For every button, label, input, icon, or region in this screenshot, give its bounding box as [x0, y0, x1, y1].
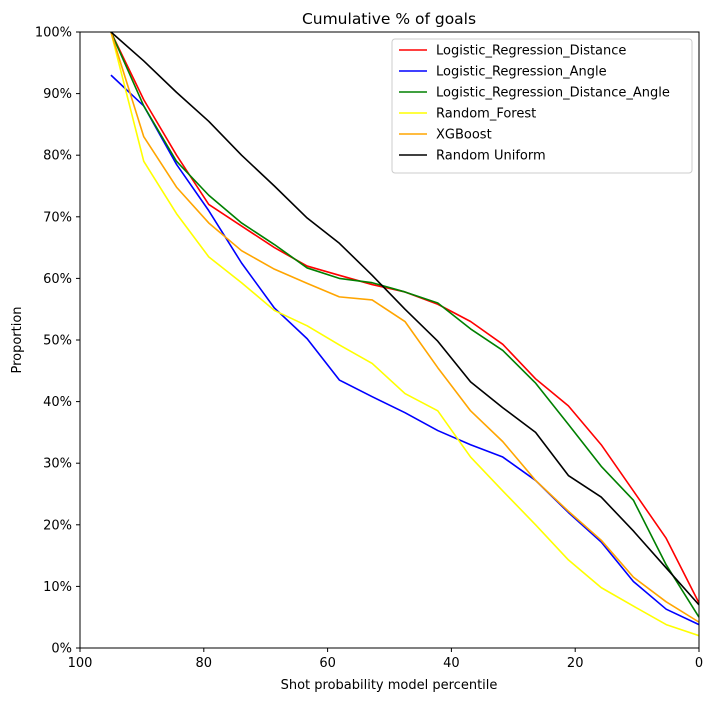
y-tick-label: 80%	[43, 149, 72, 164]
x-tick-label: 60	[319, 656, 336, 671]
legend-box	[391, 38, 693, 174]
y-tick-label: 90%	[43, 87, 72, 102]
y-tick-label: 50%	[43, 334, 72, 349]
y-tick-label: 10%	[43, 580, 72, 595]
series-layer	[110, 31, 700, 637]
y-axis-title: Proportion	[10, 306, 25, 373]
legend-label: Logistic_Regression_Distance	[436, 44, 626, 59]
chart-title: Cumulative % of goals	[302, 10, 476, 28]
y-axis: 0% 10% 20% 30% 40% 50% 60% 70% 80% 90% 100%	[35, 26, 80, 657]
y-tick-label: 30%	[43, 457, 72, 472]
x-tick-label: 100	[68, 656, 93, 671]
legend-label: Random_Forest	[436, 107, 536, 122]
legend-label: Logistic_Regression_Angle	[436, 65, 607, 80]
x-tick-label: 0	[695, 656, 703, 671]
x-tick-label: 80	[196, 656, 213, 671]
y-tick-label: 100%	[35, 26, 72, 41]
y-tick-label: 40%	[43, 395, 72, 410]
x-axis: 100 80 60 40 20 0	[68, 648, 703, 671]
x-axis-title: Shot probability model percentile	[281, 678, 498, 693]
series-line-2	[110, 31, 700, 618]
y-tick-label: 20%	[43, 518, 72, 533]
legend-label: XGBoost	[436, 128, 492, 143]
y-tick-label: 60%	[43, 272, 72, 287]
series-line-5	[110, 31, 700, 606]
x-tick-label: 40	[443, 656, 460, 671]
series-line-3	[110, 31, 700, 637]
y-tick-label: 70%	[43, 210, 72, 225]
y-tick-label: 0%	[51, 642, 72, 657]
x-tick-label: 20	[567, 656, 584, 671]
series-line-4	[110, 31, 700, 623]
legend-label: Logistic_Regression_Distance_Angle	[436, 86, 670, 101]
legend: Logistic_Regression_Distance Logistic_Reg…	[391, 38, 693, 174]
legend-label: Random Uniform	[436, 149, 546, 164]
series-line-1	[110, 74, 700, 626]
